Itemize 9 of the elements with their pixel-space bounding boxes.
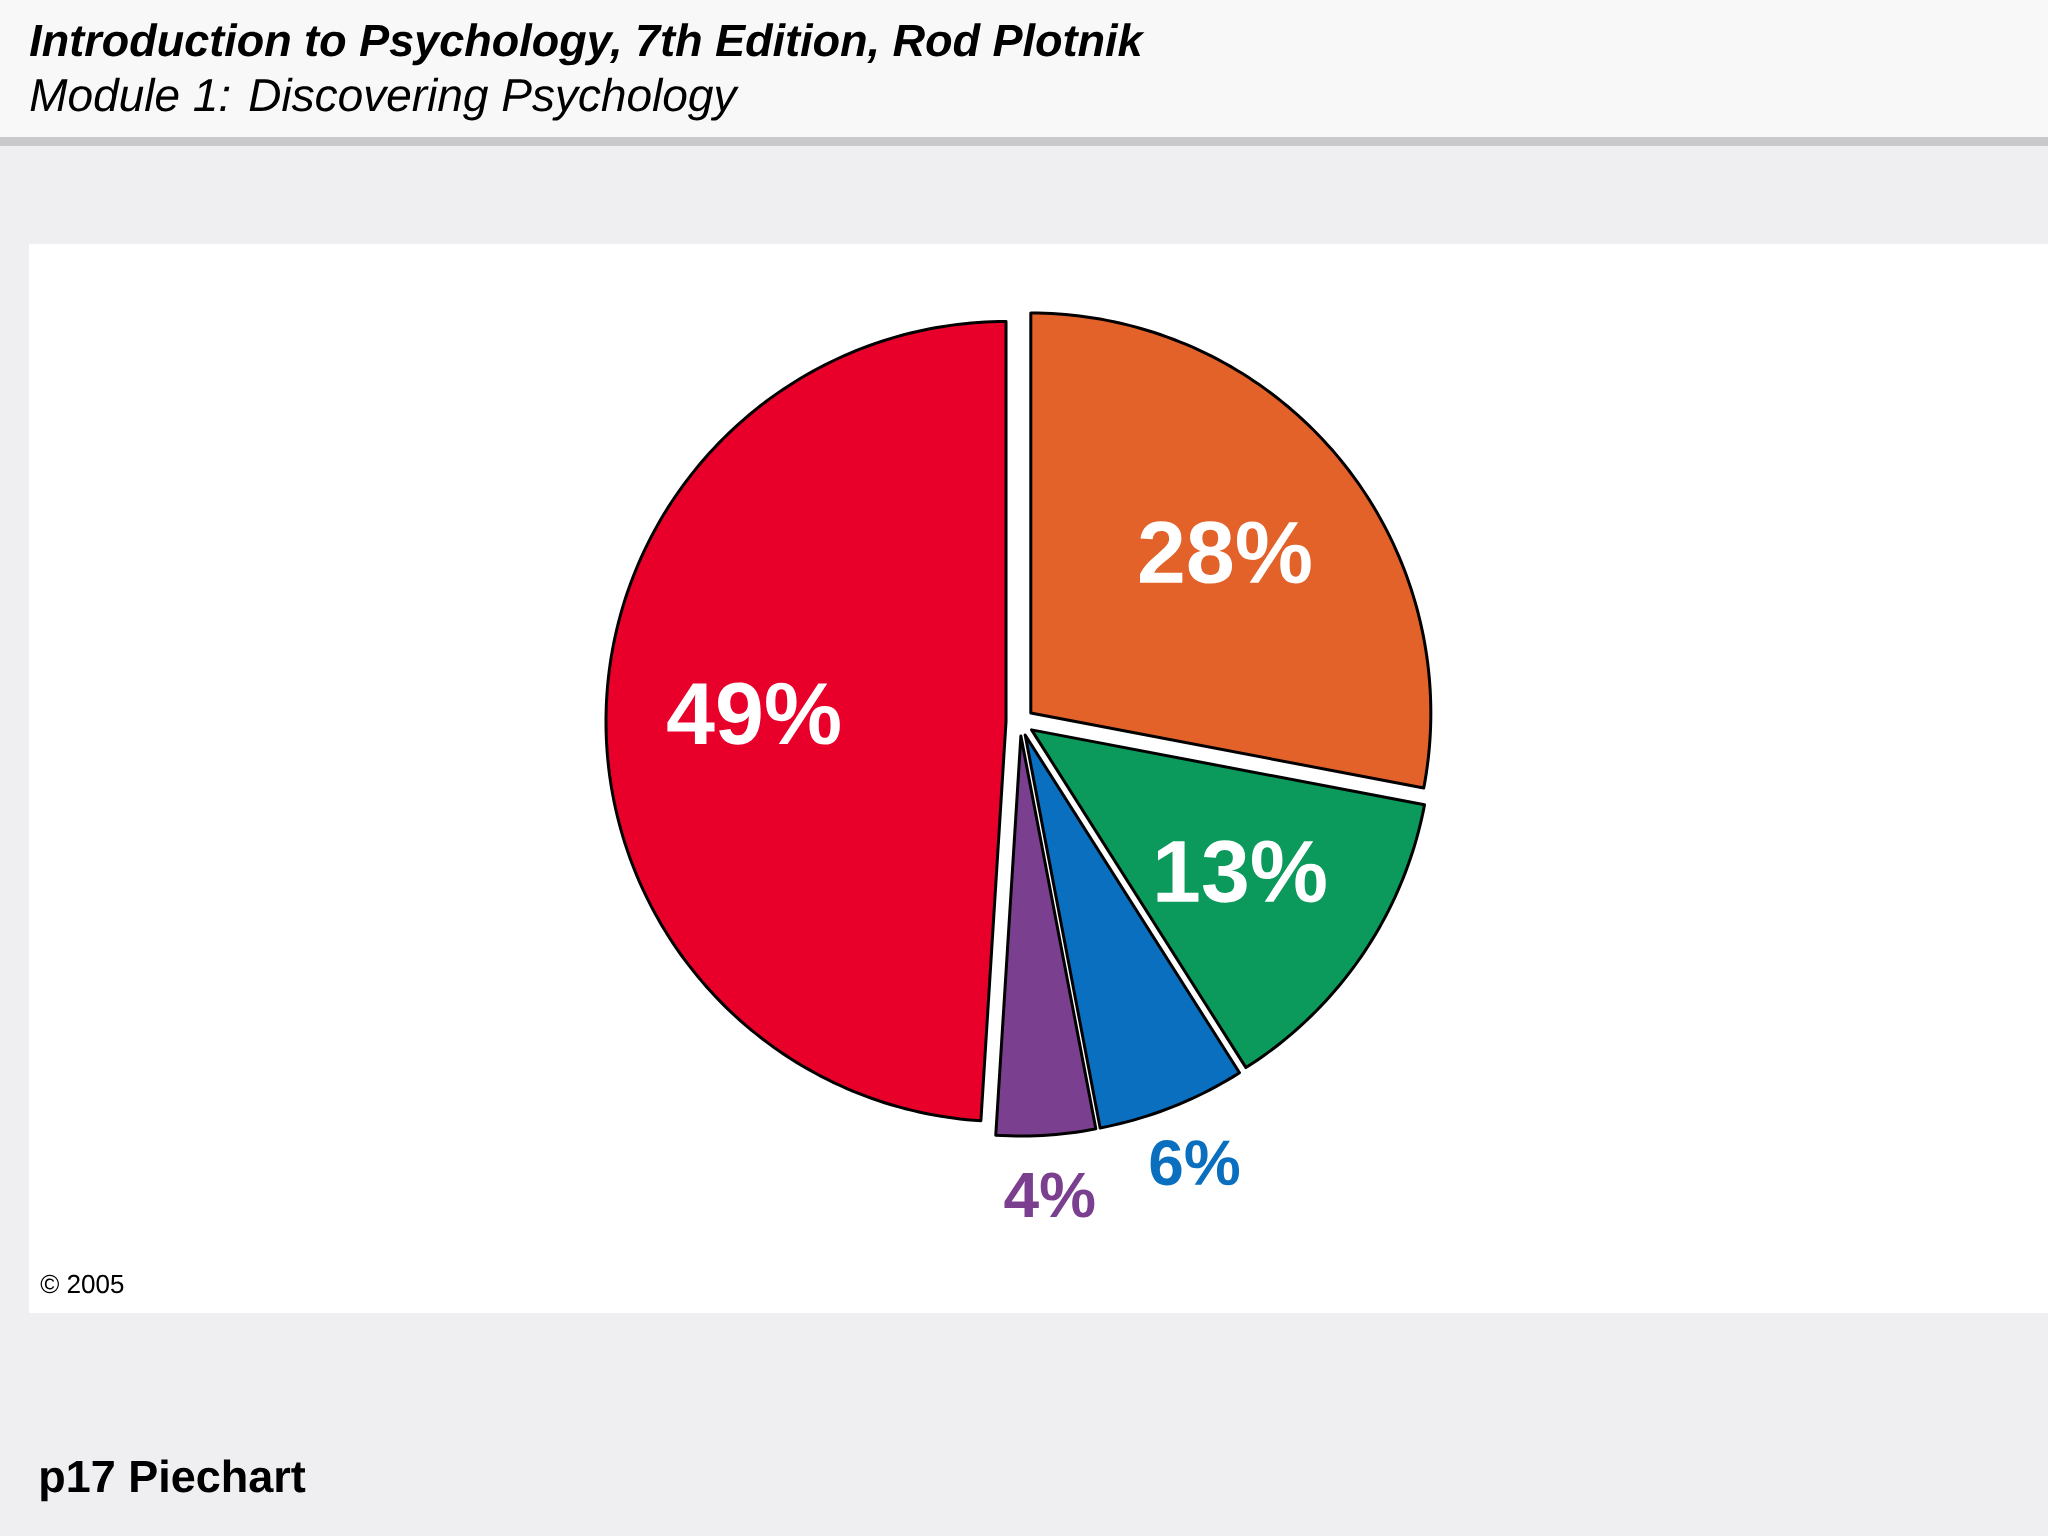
text: © 2005 — [40, 1274, 124, 1294]
data-label: 28% — [1139, 521, 1311, 584]
data-label: 49% — [667, 682, 840, 745]
data-label: 4% — [1004, 1172, 1095, 1218]
chart-subtitle: Module 1: Discovering Psychology — [30, 77, 739, 121]
text: p17 Piechart — [41, 1459, 306, 1502]
chart-title: Introduction to Psychology, 7th Edition, Rod Plotnik — [29, 23, 1145, 66]
data-label: 13% — [1157, 840, 1326, 903]
data-label: 6% — [1150, 1140, 1240, 1186]
